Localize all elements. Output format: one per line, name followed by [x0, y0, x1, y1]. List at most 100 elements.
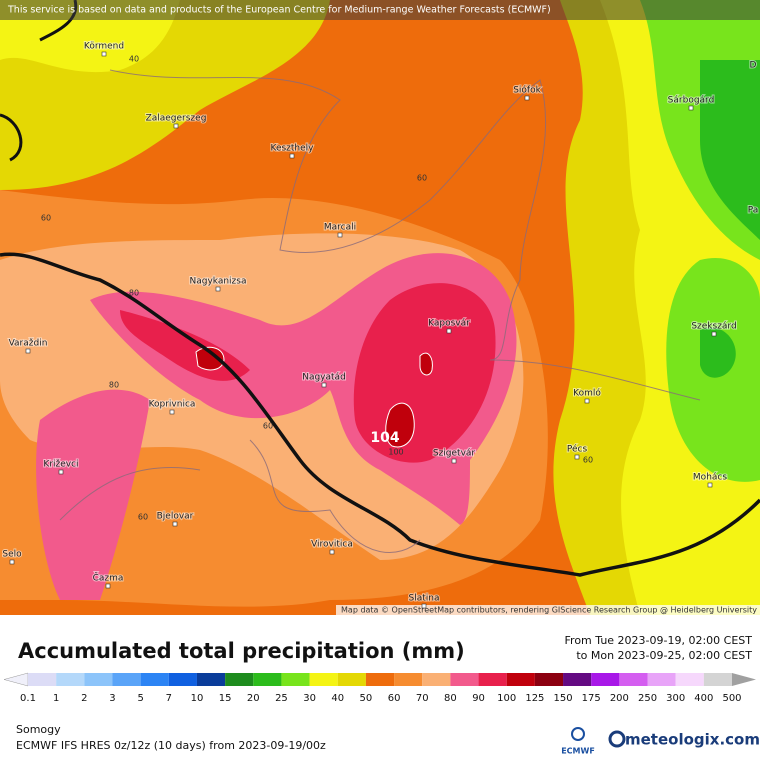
- city-dot: [173, 123, 179, 129]
- legend-cell: [140, 673, 169, 686]
- max-label: 104: [370, 430, 399, 446]
- legend-label: 125: [525, 693, 544, 704]
- legend-label: 2: [81, 693, 87, 704]
- legend-label: 500: [722, 693, 741, 704]
- legend-label: 50: [360, 693, 373, 704]
- legend-label: 70: [416, 693, 429, 704]
- period-from: From Tue 2023-09-19, 02:00 CEST: [565, 634, 753, 647]
- contour-label: 60: [417, 174, 427, 183]
- field-100: [385, 402, 415, 448]
- city-dot: [9, 559, 15, 565]
- legend-cell: [281, 673, 310, 686]
- field-80-90-south: [36, 389, 150, 600]
- city-label: Körmend: [84, 42, 124, 52]
- city-dot: [329, 549, 335, 555]
- city-label: Varaždin: [9, 339, 48, 349]
- legend-label: 100: [497, 693, 516, 704]
- logo-ecmwf: ECMWF: [561, 747, 595, 756]
- city-dot: [169, 409, 175, 415]
- banner: This service is based on data and produc…: [7, 5, 551, 16]
- logo-brand: meteologix.com: [625, 731, 760, 749]
- city-dot: [337, 232, 343, 238]
- city-label: Pa: [748, 206, 759, 216]
- legend-over: [732, 673, 756, 686]
- legend-cell: [394, 673, 423, 686]
- legend-label: 3: [109, 693, 115, 704]
- contour-label: 80: [129, 289, 139, 298]
- field-green-core: [700, 327, 736, 378]
- city-dot: [707, 482, 713, 488]
- city-label: Szekszárd: [691, 322, 736, 332]
- city-label: Nagykanizsa: [190, 277, 247, 287]
- legend-cell: [112, 673, 141, 686]
- city-label: Križevci: [43, 460, 78, 470]
- legend-label: 90: [472, 693, 485, 704]
- contour-label: 60: [263, 422, 273, 431]
- legend-label: 40: [331, 693, 344, 704]
- city-dot: [215, 286, 221, 292]
- city-label: Komló: [573, 388, 601, 399]
- legend-label: 0.1: [20, 693, 36, 704]
- city-label: Slatina: [409, 594, 440, 604]
- legend-label: 80: [444, 693, 457, 704]
- attribution: Map data © OpenStreetMap contributors, r…: [341, 606, 757, 615]
- city-dot: [446, 328, 452, 334]
- legend-label: 7: [166, 693, 172, 704]
- legend-label: 200: [610, 693, 629, 704]
- legend-label: 30: [303, 693, 316, 704]
- city-dot: [105, 583, 111, 589]
- banner-bg: [0, 0, 760, 20]
- city-dot: [58, 469, 64, 475]
- legend-cell: [422, 673, 451, 686]
- legend-panel: Accumulated total precipitation (mm) Fro…: [3, 634, 760, 756]
- map: This service is based on data and produc…: [0, 0, 760, 615]
- legend-label: 60: [388, 693, 401, 704]
- legend-cell: [478, 673, 507, 686]
- legend-label: 300: [666, 693, 685, 704]
- legend-cell: [168, 673, 197, 686]
- city-label: Čazma: [93, 572, 124, 584]
- legend-under: [3, 672, 29, 687]
- city-label: Selo: [2, 550, 22, 560]
- contour-label: 60: [41, 214, 51, 223]
- legend-cell: [703, 673, 732, 686]
- legend-label: 20: [247, 693, 260, 704]
- contour-label: 60: [138, 513, 148, 522]
- legend-label: 175: [582, 693, 601, 704]
- city-dot: [584, 398, 590, 404]
- field-green-dark: [700, 60, 760, 240]
- city-label: Kaposvár: [428, 319, 470, 329]
- city-dot: [321, 382, 327, 388]
- city-label: Keszthely: [270, 144, 314, 154]
- title: Accumulated total precipitation (mm): [18, 639, 465, 663]
- legend-cell: [84, 673, 113, 686]
- legend-cell: [675, 673, 704, 686]
- legend-label: 25: [275, 693, 288, 704]
- city-dot: [172, 521, 178, 527]
- city-label: Virovitica: [311, 540, 353, 550]
- city-dot: [688, 105, 694, 111]
- legend-cell: [225, 673, 254, 686]
- legend-cell: [253, 673, 282, 686]
- legend-cell: [534, 673, 564, 686]
- city-label: Pécs: [567, 444, 588, 455]
- city-dot: [451, 458, 457, 464]
- city-label: Szigetvár: [433, 449, 476, 459]
- legend-cell: [196, 673, 226, 686]
- legend-cell: [563, 673, 592, 686]
- contour-label: 60: [583, 456, 593, 465]
- legend-label: 150: [553, 693, 572, 704]
- city-label: Koprivnica: [149, 400, 196, 410]
- field-100-north: [419, 352, 433, 376]
- admin-borders: [59, 69, 701, 553]
- legend-cell: [506, 673, 535, 686]
- city-dot: [289, 153, 295, 159]
- region: Somogy: [16, 723, 61, 736]
- legend-label: 15: [219, 693, 232, 704]
- brand-icon: [608, 730, 626, 748]
- city-label: Siófok: [513, 85, 541, 96]
- legend-cell: [337, 673, 366, 686]
- legend-cell: [619, 673, 648, 686]
- city-label: Mohács: [693, 473, 727, 483]
